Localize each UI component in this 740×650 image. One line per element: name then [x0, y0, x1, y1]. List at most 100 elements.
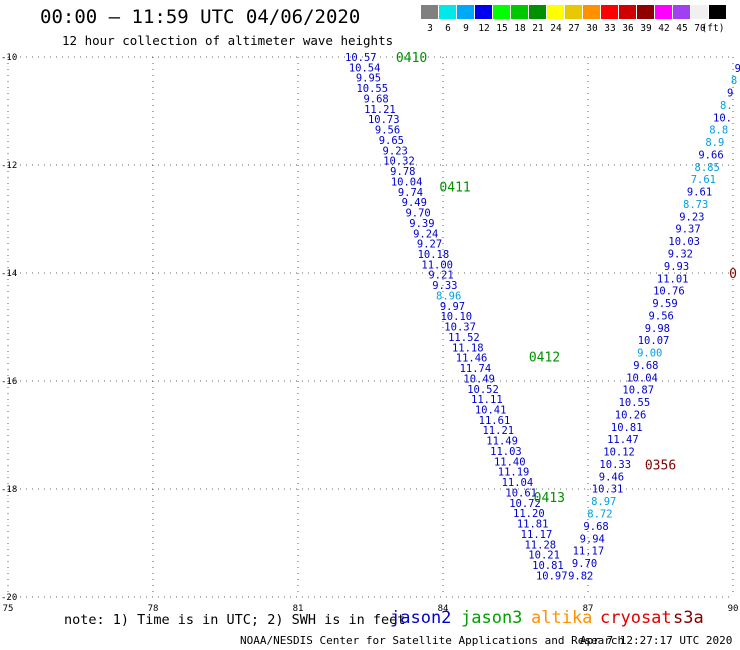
- x-tick-label: 90: [728, 604, 739, 614]
- color-scale-swatch: [493, 5, 510, 19]
- wave-height-value: 10.52: [467, 384, 499, 396]
- color-scale-label: 27: [568, 23, 580, 34]
- wave-height-value: 8.72: [587, 508, 612, 520]
- wave-height-value: 10.04: [626, 372, 658, 384]
- wave-height-value: 10.03: [668, 236, 700, 248]
- x-tick-label: 84: [438, 604, 449, 614]
- color-scale-label: 39: [640, 23, 652, 34]
- wave-height-value: 11.18: [452, 342, 484, 354]
- wave-height-value: 9.59: [652, 298, 677, 310]
- color-scale-swatch: [439, 5, 456, 19]
- wave-height-value: 10.31: [592, 484, 624, 496]
- wave-height-value: 10.73: [368, 114, 400, 126]
- color-scale-swatch: [637, 5, 654, 19]
- wave-height-value: 10.12: [603, 447, 635, 459]
- pass-time-label: 0410: [396, 51, 427, 66]
- wave-height-value: 10.26: [615, 409, 647, 421]
- credit-text: NOAA/NESDIS Center for Satellite Applica…: [240, 634, 625, 647]
- color-scale-label: 21: [532, 23, 544, 34]
- wave-height-value: 11.46: [456, 353, 488, 365]
- wave-height-value: 10.55: [356, 83, 388, 95]
- wave-height-value: 9.21: [428, 270, 453, 282]
- wave-height-value: 11.28: [524, 539, 556, 551]
- color-scale-swatch: [475, 5, 492, 19]
- wave-height-value: 9: [735, 63, 740, 75]
- wave-height-value: 9: [727, 88, 733, 100]
- wave-height-value: 11.49: [486, 436, 518, 448]
- wave-height-value: 9.70: [405, 208, 430, 220]
- color-scale-label: 12: [478, 23, 490, 34]
- color-scale-swatch: [601, 5, 618, 19]
- satellite-label-jason2: jason2: [390, 608, 452, 628]
- wave-height-value: 8.97: [591, 496, 616, 508]
- wave-height-value: 11.40: [494, 456, 526, 468]
- color-scale-swatch: [619, 5, 636, 19]
- wave-height-value: 8.9: [705, 137, 724, 149]
- wave-height-value: 10.49: [463, 373, 495, 385]
- y-tick-label: -14: [1, 269, 17, 279]
- wave-height-value: 9.78: [390, 166, 415, 178]
- wave-height-value: 7.61: [691, 174, 716, 186]
- wave-height-value: 11.03: [490, 446, 522, 458]
- color-scale-swatch: [673, 5, 690, 19]
- pass-time-label: 0412: [529, 351, 560, 366]
- color-scale-swatch: [583, 5, 600, 19]
- wave-height-value: 9.74: [398, 187, 423, 199]
- satellite-label-cryosat: cryosat: [600, 608, 672, 628]
- wave-height-value: 10.33: [599, 459, 631, 471]
- wave-height-value: 9.39: [409, 218, 434, 230]
- wave-height-value: 10.10: [440, 311, 472, 323]
- color-scale-swatch: [655, 5, 672, 19]
- wave-height-value: 9.68: [633, 360, 658, 372]
- wave-height-value: 8.85: [695, 162, 720, 174]
- wave-height-value: 9.00: [637, 348, 662, 360]
- y-tick-label: -18: [1, 485, 17, 495]
- wave-height-value: 9.94: [580, 533, 605, 545]
- wave-height-value: 10.81: [532, 560, 564, 572]
- wave-height-value: 11.21: [482, 425, 514, 437]
- wave-height-value: 9.97: [440, 301, 465, 313]
- color-scale-label: 9: [463, 23, 469, 34]
- wave-height-value: 8.96: [436, 290, 461, 302]
- wave-height-value: 10.41: [475, 405, 507, 417]
- wave-height-value: 11.11: [471, 394, 503, 406]
- wave-height-value: 11.17: [573, 546, 605, 558]
- chart-title: 00:00 – 11:59 UTC 04/06/2020: [40, 6, 361, 28]
- color-scale-unit: (ft): [701, 23, 725, 34]
- satellite-label-s3a: s3a: [673, 608, 704, 628]
- wave-height-value: 9.32: [668, 249, 693, 261]
- footer-note: note: 1) Time is in UTC; 2) SWH is in fe…: [64, 612, 406, 628]
- wave-height-value: 10.57: [345, 52, 377, 64]
- color-scale-label: 6: [445, 23, 451, 34]
- wave-height-value: 11.74: [460, 363, 492, 375]
- y-tick-label: -10: [1, 53, 17, 63]
- wave-height-value: 10.: [713, 112, 732, 124]
- wave-height-value: 9.68: [583, 521, 608, 533]
- wave-height-value: 9.37: [675, 224, 700, 236]
- x-tick-label: 81: [293, 604, 304, 614]
- wave-height-value: 10.55: [619, 397, 651, 409]
- wave-height-value: 9.95: [356, 73, 381, 85]
- wave-height-value: 10.04: [391, 176, 423, 188]
- wave-height-value: 9.46: [599, 471, 624, 483]
- wave-height-value: 11.20: [513, 508, 545, 520]
- wave-height-value: 9.56: [375, 125, 400, 137]
- color-scale-swatch: [421, 5, 438, 19]
- pass-time-label: 0356: [645, 459, 676, 474]
- wave-height-value: 9.27: [417, 239, 442, 251]
- wave-height-value: 9.61: [687, 187, 712, 199]
- x-tick-label: 78: [148, 604, 159, 614]
- wave-height-value: 9.56: [649, 310, 674, 322]
- wave-height-value: 11.17: [521, 529, 553, 541]
- wave-height-value: 8.73: [683, 199, 708, 211]
- color-scale-label: 24: [550, 23, 562, 34]
- satellite-label-altika: altika: [531, 608, 593, 628]
- wave-height-value: 9.49: [402, 197, 427, 209]
- satellite-label-jason3: jason3: [461, 608, 523, 628]
- wave-height-value: 11.21: [364, 104, 396, 116]
- pass-time-label: 0411: [439, 181, 470, 196]
- chart-subtitle: 12 hour collection of altimeter wave hei…: [62, 33, 394, 48]
- wave-height-value: 11.52: [448, 332, 480, 344]
- color-scale-label: 36: [622, 23, 634, 34]
